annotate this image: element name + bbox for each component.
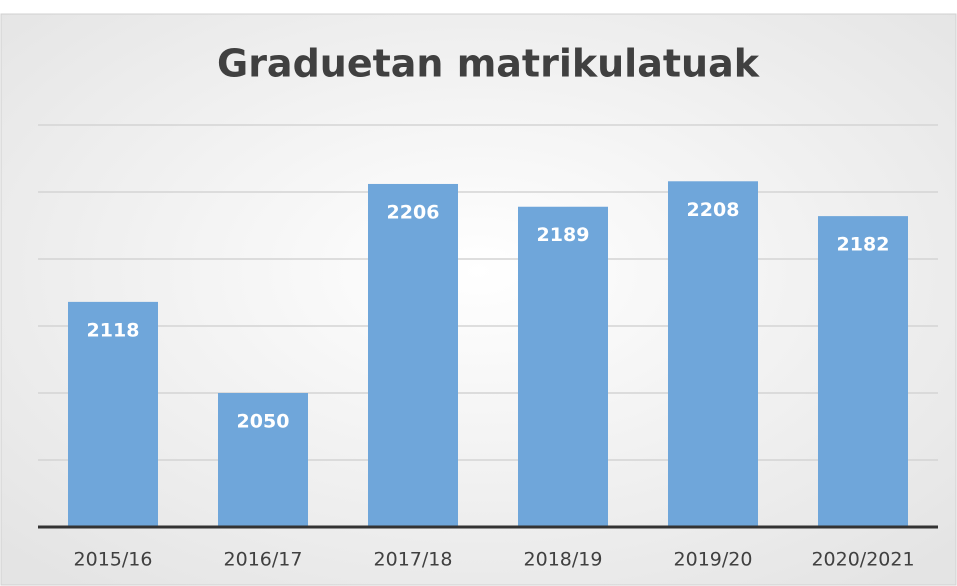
bar: [218, 393, 308, 527]
data-label: 2118: [87, 319, 140, 341]
data-label: 2050: [237, 411, 290, 433]
bar: [68, 301, 158, 527]
bar: [668, 181, 758, 527]
bar: [818, 216, 908, 527]
x-tick-label: 2018/19: [524, 549, 603, 571]
x-tick-label: 2017/18: [374, 549, 453, 571]
x-tick-label: 2016/17: [224, 549, 303, 571]
data-label: 2206: [387, 201, 440, 223]
x-tick-label: 2019/20: [674, 549, 753, 571]
chart-title: Graduetan matrikulatuak: [217, 42, 760, 86]
bar: [368, 183, 458, 527]
bar: [518, 206, 608, 528]
x-tick-label: 2020/2021: [811, 549, 914, 571]
data-label: 2182: [837, 234, 890, 256]
x-tick-label: 2015/16: [74, 549, 153, 571]
data-label: 2208: [687, 199, 740, 221]
data-label: 2189: [537, 224, 590, 246]
chart-background: [0, 13, 957, 586]
